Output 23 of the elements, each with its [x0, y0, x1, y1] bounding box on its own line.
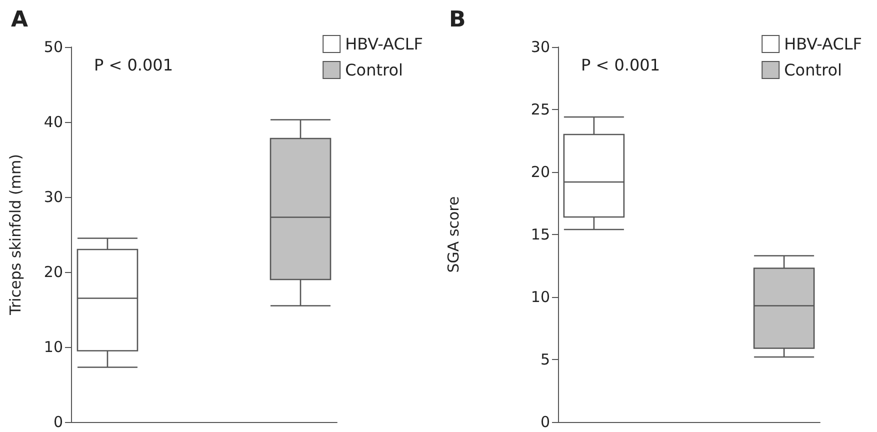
y-tick-label: 50 [44, 38, 63, 56]
y-tick-label: 30 [44, 188, 63, 206]
y-tick-label: 30 [530, 38, 550, 56]
annotation: P < 0.001 [581, 56, 660, 74]
legend-label: Control [784, 60, 842, 80]
chart-title: B [449, 8, 466, 32]
y-tick-label: 10 [530, 288, 550, 306]
y-axis-title: Triceps skinfold (mm) [6, 154, 24, 316]
y-tick-label: 20 [44, 263, 63, 281]
y-tick-label: 10 [44, 338, 63, 356]
y-tick-label: 25 [530, 100, 550, 118]
y-tick-label: 0 [53, 413, 63, 431]
y-tick-label: 15 [530, 226, 550, 244]
y-tick-label: 0 [540, 413, 550, 431]
y-axis-title: SGA score [444, 196, 462, 273]
legend-label: Control [345, 60, 403, 80]
chart-title: A [11, 8, 28, 32]
y-tick-label: 5 [540, 350, 550, 368]
legend-label: HBV-ACLF [784, 34, 862, 54]
legend-label: HBV-ACLF [345, 34, 424, 54]
y-tick-label: 40 [44, 113, 63, 131]
y-tick-label: 20 [530, 163, 550, 181]
annotation: P < 0.001 [94, 56, 174, 74]
